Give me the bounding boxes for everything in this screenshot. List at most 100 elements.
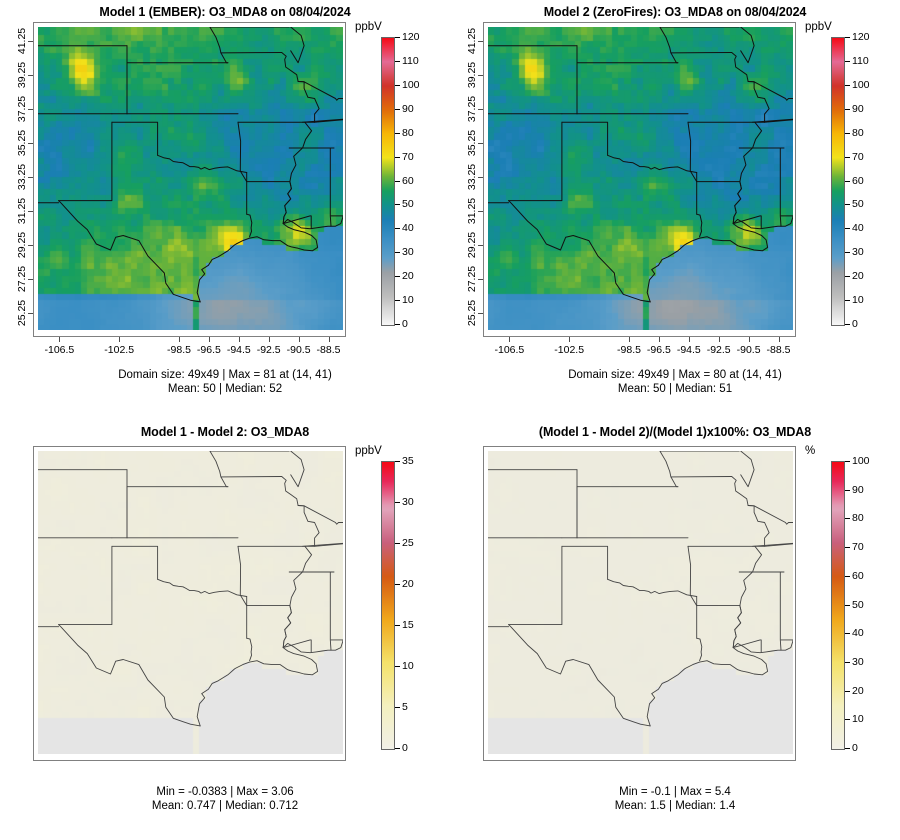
- colorbar-model1: [381, 37, 395, 326]
- colorbar-tick: [845, 300, 850, 302]
- x-tick: [208, 337, 210, 342]
- colorbar-tick-label: 40: [402, 222, 414, 235]
- panel-model1: Model 1 (EMBER): O3_MDA8 on 08/04/2024 -…: [0, 0, 450, 420]
- y-tick: [28, 278, 33, 280]
- colorbar-tick-label: 100: [402, 78, 420, 91]
- colorbar-tick: [845, 633, 850, 635]
- y-tick-label: 37.25: [466, 95, 478, 122]
- stats-line1: Domain size: 49x49 | Max = 80 at (14, 41…: [568, 369, 782, 381]
- colorbar-tick-label: 60: [402, 174, 414, 187]
- x-tick-label: -92.5: [256, 344, 281, 356]
- colorbar-tick-label: 50: [852, 198, 864, 211]
- colorbar-tick-label: 20: [402, 578, 414, 590]
- y-tick-label: 39.25: [16, 61, 28, 88]
- colorbar-tick: [845, 661, 850, 663]
- colorbar-tick: [395, 84, 400, 86]
- colorbar-tick: [845, 84, 850, 86]
- colorbar-tick-label: 80: [852, 126, 864, 139]
- x-tick-label: -102.5: [554, 344, 585, 356]
- colorbar-unit-model2: ppbV: [805, 21, 832, 33]
- colorbar-tick: [845, 461, 850, 462]
- colorbar-tick-label: 30: [852, 246, 864, 259]
- x-tick-label: -88.5: [766, 344, 791, 356]
- map-area-percent-difference: [488, 451, 793, 754]
- colorbar-percent-difference: [831, 461, 845, 750]
- y-tick-label: 33.25: [466, 163, 478, 190]
- colorbar-tick-label: 100: [852, 78, 870, 91]
- y-tick-label: 39.25: [466, 61, 478, 88]
- x-tick: [268, 337, 270, 342]
- stats-line1: Domain size: 49x49 | Max = 81 at (14, 41…: [118, 369, 332, 381]
- colorbar-tick-label: 120: [852, 31, 870, 43]
- colorbar-tick-label: 110: [852, 54, 869, 67]
- colorbar-tick: [395, 108, 400, 110]
- y-axis-model1: 25.25 27.25 29.25 31.25 33.25 35.25 37.25 39.25…: [16, 22, 34, 337]
- colorbar-tick: [395, 625, 400, 626]
- colorbar-difference: [381, 461, 395, 750]
- colorbar-tick-label: 80: [852, 512, 864, 525]
- y-tick-label: 25.25: [16, 299, 28, 326]
- y-tick: [478, 108, 483, 110]
- x-tick: [778, 337, 780, 342]
- colorbar-tick-label: 30: [402, 496, 414, 508]
- y-tick: [478, 142, 483, 144]
- y-tick: [478, 176, 483, 178]
- colorbar-tick: [395, 180, 400, 182]
- stats-line1: Min = -0.1 | Max = 5.4: [619, 786, 731, 798]
- colorbar-tick: [395, 37, 400, 38]
- y-tick: [478, 40, 483, 42]
- y-tick-label: 27.25: [466, 265, 478, 292]
- colorbar-tick-label: 90: [402, 102, 414, 115]
- x-tick-label: -98.5: [167, 344, 191, 356]
- colorbar-tick-label: 60: [852, 569, 864, 582]
- colorbar-tick-label: 20: [852, 684, 864, 697]
- colorbar-tick-label: 10: [852, 294, 864, 307]
- colorbar-tick-label: 70: [402, 150, 414, 163]
- colorbar-tick-label: 20: [852, 270, 864, 283]
- colorbar-tick-label: 35: [402, 455, 414, 467]
- x-tick-label: -88.5: [316, 344, 341, 356]
- x-tick: [179, 337, 180, 342]
- x-tick-label: -96.5: [646, 344, 671, 356]
- y-tick-label: 31.25: [16, 197, 28, 224]
- y-tick: [28, 74, 33, 76]
- colorbar-tick-label: 10: [852, 713, 864, 726]
- y-tick: [478, 244, 483, 246]
- colorbar-tick: [845, 37, 850, 38]
- colorbar-tick-label: 15: [402, 619, 414, 631]
- colorbar-tick: [395, 252, 400, 254]
- y-tick: [28, 244, 33, 246]
- colorbar-tick: [395, 543, 400, 544]
- x-tick: [119, 337, 121, 342]
- panel-difference: Model 1 - Model 2: O3_MDA8 ppbV Min = -0…: [0, 420, 450, 840]
- colorbar-unit-difference: ppbV: [355, 445, 382, 457]
- x-tick-label: -94.5: [676, 344, 701, 356]
- colorbar-tick-label: 100: [852, 455, 870, 467]
- x-tick: [328, 337, 330, 342]
- x-tick: [569, 337, 571, 342]
- colorbar-tick: [395, 584, 400, 585]
- colorbar-tick-label: 90: [852, 102, 864, 115]
- y-tick: [28, 210, 33, 212]
- colorbar-tick-label: 0: [852, 742, 858, 754]
- percent-difference-raster: [488, 451, 793, 754]
- y-tick-label: 29.25: [466, 231, 478, 258]
- x-tick: [629, 337, 630, 342]
- y-tick-label: 27.25: [16, 265, 28, 292]
- colorbar-tick: [845, 252, 850, 254]
- panel-title-model1: Model 1 (EMBER): O3_MDA8 on 08/04/2024: [99, 5, 351, 19]
- colorbar-tick: [845, 204, 850, 206]
- colorbar-model2: [831, 37, 845, 326]
- colorbar-tick-label: 120: [402, 31, 420, 43]
- stats-difference: Min = -0.0383 | Max = 3.06 Mean: 0.747 | …: [0, 786, 450, 813]
- y-tick-label: 41.25: [16, 27, 28, 54]
- colorbar-tick: [395, 132, 400, 134]
- y-tick: [28, 108, 33, 110]
- x-tick: [298, 337, 300, 342]
- colorbar-tick-label: 0: [402, 318, 408, 330]
- colorbar-tick: [845, 748, 850, 749]
- y-axis-model2: 25.25 27.25 29.25 31.25 33.25 35.25 37.25 39.25…: [466, 22, 484, 337]
- y-tick: [478, 278, 483, 280]
- map-frame-percent-difference: [483, 446, 796, 761]
- panel-title-difference: Model 1 - Model 2: O3_MDA8: [140, 425, 310, 439]
